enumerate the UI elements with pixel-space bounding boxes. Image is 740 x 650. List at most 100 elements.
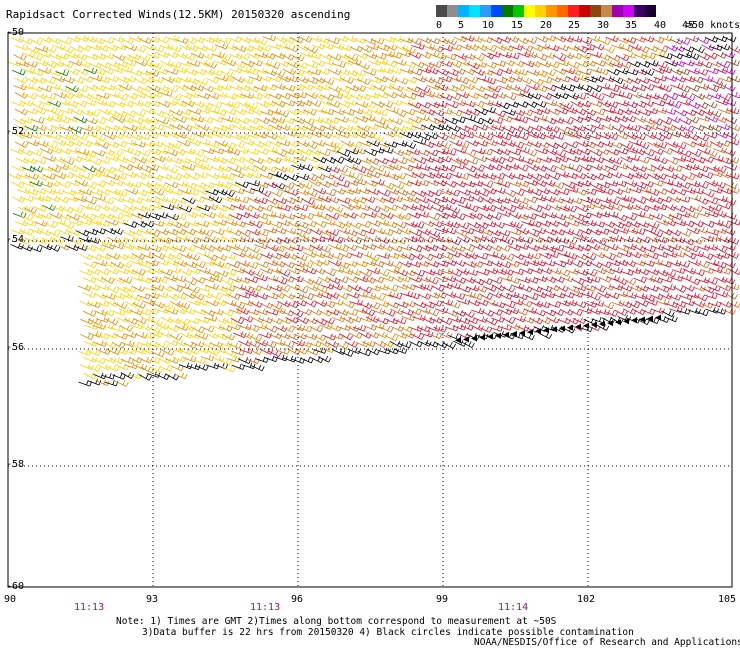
wind-barb — [84, 117, 98, 125]
wind-barb — [374, 122, 389, 129]
wind-barb — [380, 275, 395, 282]
wind-barb — [640, 69, 655, 76]
wind-barb — [66, 147, 81, 154]
wind-barb — [137, 150, 151, 157]
wind-barb — [466, 284, 480, 292]
wind-barb — [528, 124, 543, 132]
wind-barb — [113, 172, 127, 180]
wind-barb — [582, 253, 597, 261]
wind-barb — [685, 116, 700, 124]
wind-barb — [663, 75, 678, 82]
wind-barb — [196, 346, 210, 354]
wind-barb — [241, 107, 255, 115]
wind-barb — [371, 147, 385, 154]
wind-barb — [452, 245, 466, 252]
wind-barb — [309, 325, 323, 333]
wind-barb — [309, 244, 324, 251]
wind-barb — [305, 202, 319, 210]
wind-barb — [672, 76, 687, 83]
wind-barb — [455, 173, 470, 180]
wind-barb — [412, 190, 427, 197]
wind-barb — [532, 259, 547, 267]
wind-barb — [137, 293, 151, 300]
wind-barb — [727, 91, 740, 99]
wind-barb — [578, 259, 593, 267]
wind-barb — [67, 179, 81, 187]
wind-barb — [601, 46, 615, 54]
wind-barb — [582, 141, 597, 149]
wind-barb — [577, 53, 592, 60]
wind-barb — [307, 52, 322, 59]
wind-barb — [586, 243, 601, 251]
wind-barb — [238, 323, 252, 330]
wind-barb — [174, 180, 188, 188]
wind-barb — [179, 92, 193, 100]
wind-barb — [689, 205, 704, 213]
wind-barb — [205, 349, 220, 356]
wind-barb — [722, 244, 736, 251]
wind-barb — [667, 260, 682, 267]
wind-barb — [708, 110, 722, 118]
wind-barb — [538, 77, 553, 84]
wind-barb — [159, 43, 174, 50]
wind-barb — [186, 286, 200, 294]
wind-barb — [561, 85, 576, 92]
wind-barb — [183, 38, 198, 45]
wind-barb — [132, 253, 146, 260]
wind-barb — [721, 52, 736, 59]
wind-barb — [408, 245, 423, 253]
wind-barb — [151, 252, 166, 260]
wind-barb — [56, 99, 71, 106]
wind-barb — [723, 182, 738, 189]
wind-barb — [658, 66, 673, 74]
wind-barb — [328, 86, 342, 93]
wind-barb — [393, 347, 408, 354]
wind-barb — [546, 173, 561, 180]
wind-barb — [433, 117, 448, 124]
wind-barb — [335, 245, 349, 252]
wind-barb — [213, 285, 228, 292]
wind-barb — [78, 188, 93, 196]
wind-barb — [604, 133, 619, 141]
wind-barb — [498, 324, 512, 331]
wind-barb — [300, 213, 314, 220]
wind-barb — [106, 236, 121, 244]
wind-barb — [705, 85, 720, 92]
wind-barb — [292, 213, 306, 220]
wind-barb — [91, 37, 106, 45]
wind-barb — [687, 102, 701, 109]
wind-barb — [544, 148, 558, 156]
wind-barb — [326, 37, 340, 45]
wind-barb — [286, 108, 300, 116]
wind-barb — [717, 94, 732, 102]
wind-barb — [281, 148, 295, 155]
wind-barb — [7, 59, 22, 67]
wind-barb — [472, 147, 486, 155]
wind-barb — [662, 124, 677, 131]
wind-barb — [701, 205, 715, 212]
wind-barb — [282, 227, 297, 235]
wind-barb — [298, 99, 313, 107]
wind-barb — [368, 108, 382, 115]
wind-barb — [142, 125, 156, 133]
wind-barb — [129, 356, 143, 364]
wind-barb — [68, 155, 83, 163]
wind-barb — [341, 316, 355, 324]
wind-barb — [240, 77, 254, 85]
wind-barb — [393, 59, 407, 66]
wind-barb — [515, 133, 529, 141]
wind-barb — [550, 245, 565, 252]
wind-barb — [664, 93, 679, 101]
wind-barb — [172, 275, 187, 283]
wind-barb — [276, 270, 291, 277]
wind-barb — [559, 102, 573, 110]
wind-barb — [285, 237, 299, 244]
wind-barb — [716, 43, 731, 51]
wind-barb — [487, 85, 502, 93]
wind-barb — [77, 349, 92, 356]
wind-barb — [694, 69, 709, 76]
wind-barb — [488, 229, 502, 237]
wind-barb — [491, 284, 506, 292]
wind-barb — [564, 172, 578, 179]
wind-barb — [415, 196, 430, 204]
